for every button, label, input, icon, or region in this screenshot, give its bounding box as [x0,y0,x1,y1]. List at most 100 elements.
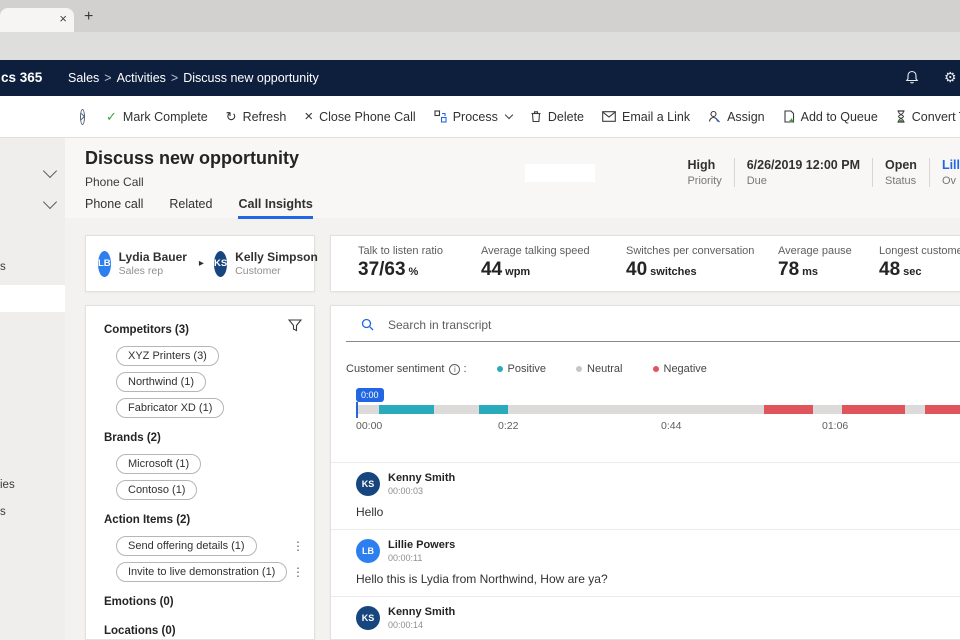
participants-card: LB Lydia Bauer Sales rep ▸ KS Kelly Simp… [85,235,318,292]
person-icon [708,110,721,123]
participant-role: Customer [235,265,281,277]
kpi-talking-speed: Average talking speed 44 wpm [481,245,590,280]
close-tab-icon[interactable]: × [59,11,67,26]
filter-pill[interactable]: Northwind (1) [116,372,207,392]
message-timestamp: 00:00:11 [388,553,423,563]
sitemap-item-fragment[interactable]: s [0,261,6,273]
browser-tab-strip: × + [0,0,960,32]
sentiment-segment[interactable] [379,405,435,414]
kpi-switches: Switches per conversation 40 switches [626,245,755,280]
sitemap-item-fragment[interactable]: s [0,506,6,518]
timeline-tooltip: 0:00 [356,388,384,402]
info-icon[interactable]: i [449,363,461,375]
negative-dot-icon [652,366,659,372]
avatar: KS [213,250,228,277]
filter-pill[interactable]: XYZ Printers (3) [116,346,219,366]
kpi-strip: Talk to listen ratio 37/63% Average talk… [330,235,960,292]
transcript-message[interactable]: KS Kenny Smith 00:00:03 Hello [331,463,960,530]
sentiment-segment[interactable] [925,405,960,414]
tab-call-insights[interactable]: Call Insights [238,197,313,219]
delete-button[interactable]: Delete [521,103,593,131]
participant-name: Lydia Bauer [118,250,187,264]
kpi-talk-to-listen: Talk to listen ratio 37/63% [358,245,443,280]
filter-funnel-icon[interactable] [288,319,302,332]
breadcrumb-separator: > [104,71,112,85]
filter-pill[interactable]: Send offering details (1) [116,536,257,556]
close-icon: × [304,108,314,125]
tab-related[interactable]: Related [169,197,213,211]
legend-positive: Positive [496,363,546,375]
transcript-message[interactable]: LB Lillie Powers 00:00:11 Hello this is … [331,530,960,597]
page-title: Discuss new opportunity [85,148,300,168]
avatar: KS [356,472,380,496]
sentiment-timeline[interactable] [356,405,960,414]
hourglass-icon [896,110,906,123]
filter-pill[interactable]: Microsoft (1) [116,454,202,474]
page-plus-icon [783,110,795,123]
avatar: LB [98,250,111,277]
refresh-button[interactable]: ↻ Refresh [225,109,287,124]
filter-pill[interactable]: Invite to live demonstration (1) [116,562,288,582]
convert-to-button[interactable]: Convert To [887,103,960,131]
record-type-label: Phone Call [85,175,144,189]
sitemap-selected-item[interactable] [0,285,65,312]
search-icon [361,318,374,331]
filter-section-action-items: Action Items (2) Send offering details (… [104,514,304,582]
process-button[interactable]: Process [425,103,521,131]
sentiment-legend-row: Customer sentiment i : Positive Neutral … [346,363,707,375]
sentiment-segment[interactable] [764,405,813,414]
tab-phone-call[interactable]: Phone call [85,197,144,211]
sitemap-rail: s ies s [0,138,65,640]
new-tab-icon[interactable]: + [84,8,94,25]
legend-negative: Negative [652,363,707,375]
app-logo[interactable]: cs 365 [1,70,43,85]
sitemap-item-fragment[interactable]: ies [0,479,15,491]
trash-icon [530,110,542,123]
record-header: Discuss new opportunity Phone Call Phone… [65,138,960,219]
record-meta: High Priority 6/26/2019 12:00 PM Due Ope… [675,158,960,187]
record-navigator-icon[interactable] [77,108,86,125]
breadcrumb: Sales > Activities > Discuss new opportunity [68,71,319,85]
mark-complete-button[interactable]: ✓ Mark Complete [106,109,208,124]
filter-section-emotions: Emotions (0) [104,596,174,608]
close-phone-call-button[interactable]: × Close Phone Call [304,108,416,125]
breadcrumb-current: Discuss new opportunity [183,71,319,85]
meta-priority: High Priority [687,158,722,187]
filter-pill[interactable]: Fabricator XD (1) [116,398,225,418]
timeline-cursor[interactable] [356,402,358,418]
envelope-icon [602,111,616,122]
neutral-dot-icon [576,366,583,372]
kebab-menu-icon[interactable]: ⋮ [292,539,304,553]
filter-pill[interactable]: Contoso (1) [116,480,198,500]
breadcrumb-sales[interactable]: Sales [68,71,100,85]
add-to-queue-button[interactable]: Add to Queue [774,103,887,131]
email-a-link-button[interactable]: Email a Link [593,103,699,131]
assign-button[interactable]: Assign [699,103,774,131]
arrow-right-icon: ▸ [198,258,204,269]
speaker-name: Kenny Smith [388,606,456,618]
kebab-menu-icon[interactable]: ⋮ [292,565,304,579]
positive-dot-icon [496,366,503,372]
command-bar: ✓ Mark Complete ↻ Refresh × Close Phone … [0,96,960,138]
record-tabs: Phone call Related Call Insights [85,197,313,219]
transcript-search-field[interactable]: Search in transcript [346,306,960,342]
settings-gear-icon[interactable]: ⚙ [944,69,957,85]
meta-due: 6/26/2019 12:00 PM Due [733,158,872,187]
breadcrumb-activities[interactable]: Activities [116,71,166,85]
browser-tab[interactable]: × [0,8,74,32]
notifications-bell-icon[interactable] [905,70,919,85]
meta-owner[interactable]: Lill Ov [928,158,960,187]
check-icon: ✓ [106,109,117,124]
process-icon [434,110,447,123]
sentiment-segment[interactable] [841,405,906,414]
chevron-down-icon [504,110,514,120]
sentiment-segment[interactable] [479,405,508,414]
sentiment-label: Customer sentiment [346,363,445,375]
transcript-message[interactable]: KS Kenny Smith 00:00:14 Good, how are yo… [331,597,960,639]
legend-neutral: Neutral [576,363,623,375]
filter-section-locations: Locations (0) [104,625,176,637]
participant-role: Sales rep [118,265,164,277]
avatar: KS [356,606,380,630]
